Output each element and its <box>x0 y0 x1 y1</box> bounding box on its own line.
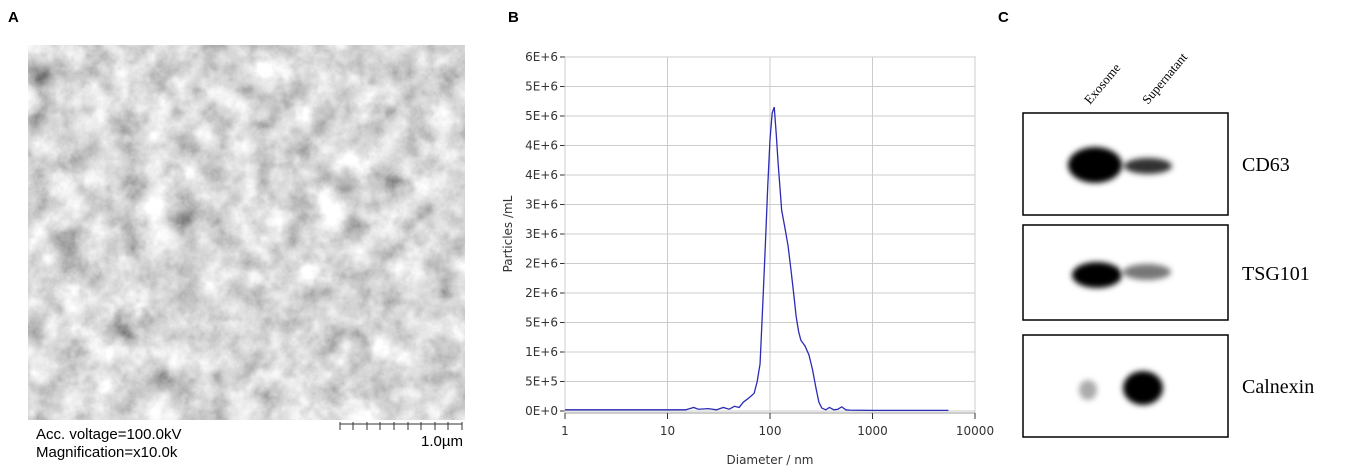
y-tick-label: 0E+0 <box>525 404 558 418</box>
band <box>1079 380 1097 400</box>
blot-box <box>1022 224 1229 321</box>
y-tick-label: 3E+6 <box>525 198 558 212</box>
protein-label: Calnexin <box>1242 376 1314 398</box>
y-tick-label: 5E+6 <box>525 109 558 123</box>
scale-label: 1.0µm <box>421 433 463 450</box>
y-tick-label: 2E+6 <box>525 286 558 300</box>
y-tick-label: 5E+6 <box>525 316 558 330</box>
panel-label: B <box>508 9 519 26</box>
band <box>1124 158 1172 174</box>
y-tick-label: 4E+6 <box>525 139 558 153</box>
y-tick-label: 4E+6 <box>525 168 558 182</box>
y-tick-label: 1E+6 <box>525 345 558 359</box>
band <box>1123 264 1171 280</box>
band <box>1123 371 1163 405</box>
x-tick-label: 1000 <box>857 424 888 438</box>
data-line <box>565 106 949 412</box>
nta-chart: 0E+0 5E+5 1E+6 5E+6 2E+6 2E+6 3E+6 3E+6 4E+6 4E+6… <box>501 50 994 467</box>
y-tick-label: 5E+6 <box>525 80 558 94</box>
lane-label: Supernatant <box>1139 49 1191 107</box>
western-blot <box>1022 112 1229 438</box>
y-tick-label: 2E+6 <box>525 257 558 271</box>
caption: Acc. voltage=100.0kV <box>36 426 182 443</box>
x-tick-label: 100 <box>759 424 782 438</box>
x-tick-label: 10000 <box>956 424 994 438</box>
lane-label: Exosome <box>1081 60 1124 107</box>
panel-label: C <box>998 9 1009 26</box>
protein-label: TSG101 <box>1242 263 1310 285</box>
caption: Magnification=x10.0k <box>36 444 178 461</box>
y-axis-label: Particles /mL <box>501 195 515 272</box>
panel-label: A <box>8 9 19 26</box>
band <box>1068 147 1122 183</box>
y-tick-label: 5E+5 <box>525 375 558 389</box>
y-tick-label: 6E+6 <box>525 50 558 64</box>
blot-box <box>1022 334 1229 438</box>
x-tick-label: 10 <box>660 424 675 438</box>
band <box>1072 262 1122 288</box>
blot-box <box>1022 112 1229 216</box>
tem-texture <box>28 45 465 420</box>
x-axis-label: Diameter / nm <box>727 453 814 467</box>
x-tick-label: 1 <box>561 424 569 438</box>
protein-label: CD63 <box>1242 154 1290 176</box>
y-tick-label: 3E+6 <box>525 227 558 241</box>
bands <box>1068 147 1172 405</box>
scale-bar <box>339 422 463 430</box>
